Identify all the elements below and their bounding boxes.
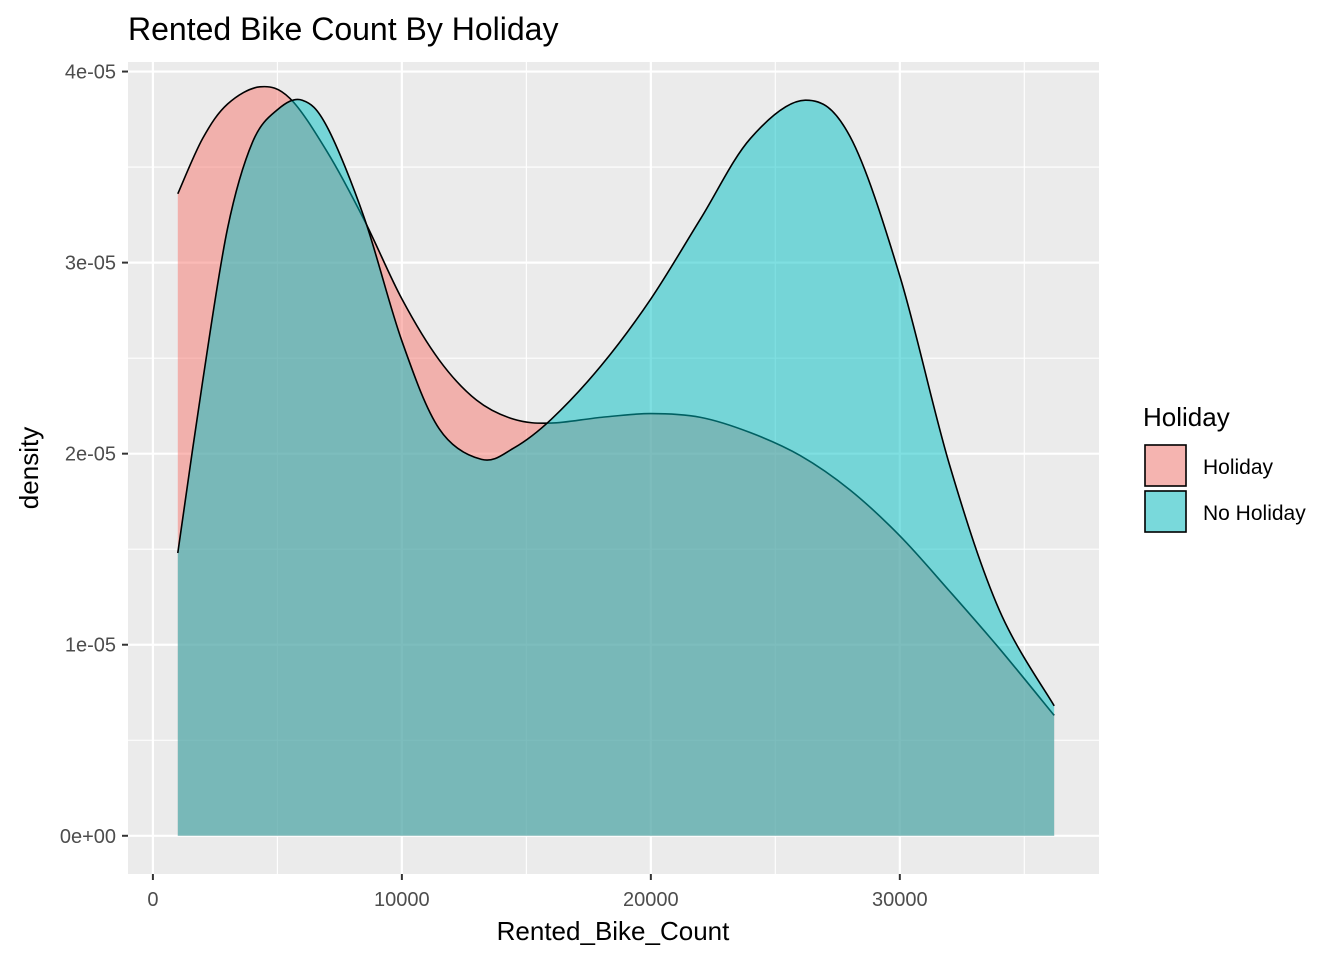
x-tick-label: 10000 [374,889,430,911]
x-tick-label: 20000 [623,889,679,911]
y-tick-label: 2e-05 [65,444,116,466]
x-tick-label: 0 [147,889,158,911]
legend-title: Holiday [1143,402,1230,432]
x-axis-ticks: 0 10000 20000 30000 [147,874,928,911]
y-axis-ticks: 0e+00 1e-05 2e-05 3e-05 4e-05 [60,62,128,848]
y-tick-label: 1e-05 [65,635,116,657]
density-line-no-holiday [176,98,1055,707]
y-tick-label: 4e-05 [65,62,116,84]
density-areas [176,85,1055,836]
legend-label-no-holiday: No Holiday [1203,502,1306,525]
legend-swatch-holiday [1144,444,1187,487]
y-tick-label: 3e-05 [65,253,116,275]
legend-swatch-no-holiday [1144,490,1187,533]
x-axis-label: Rented_Bike_Count [497,916,730,946]
chart-title: Rented Bike Count By Holiday [128,11,558,47]
y-tick-label: 0e+00 [60,826,116,848]
legend: Holiday Holiday No Holiday [1143,402,1306,533]
legend-label-holiday: Holiday [1203,456,1274,479]
area-no-holiday [177,99,1055,836]
y-axis-label: density [14,427,44,509]
x-tick-label: 30000 [872,889,928,911]
